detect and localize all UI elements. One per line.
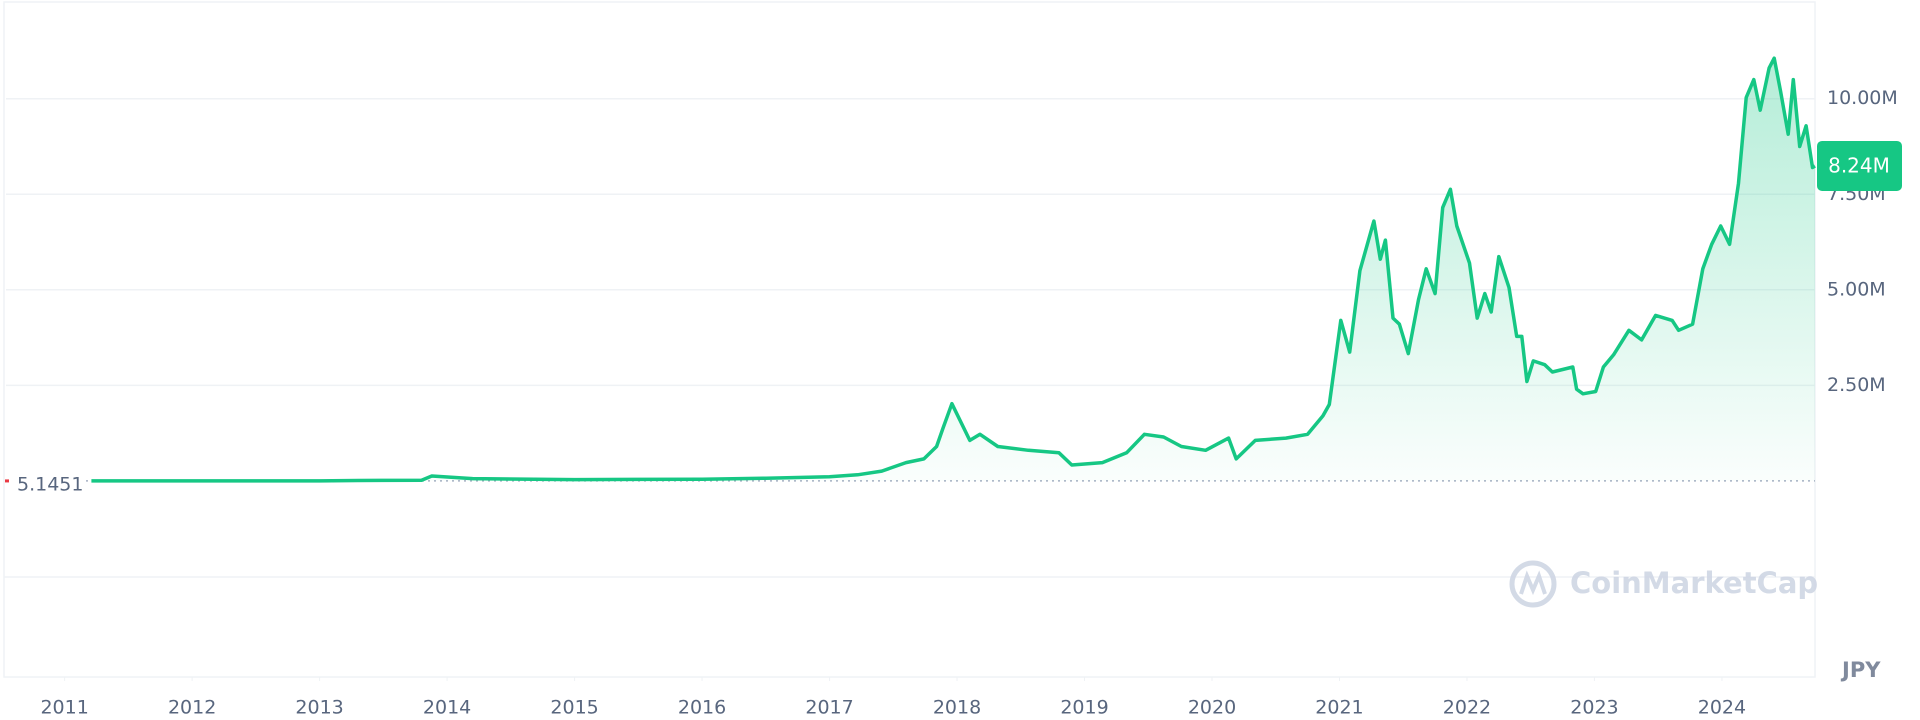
y-tick-label: 2.50M <box>1827 374 1886 396</box>
price-line <box>91 56 1816 483</box>
x-tick-label: 2017 <box>805 697 853 719</box>
x-tick-label: 2022 <box>1443 697 1491 719</box>
currency-label: JPY <box>1840 658 1881 682</box>
x-tick-label: 2019 <box>1060 697 1108 719</box>
x-tick-label: 2015 <box>550 697 598 719</box>
x-tick-label: 2012 <box>168 697 216 719</box>
x-tick-label: 2021 <box>1315 697 1363 719</box>
watermark-logo <box>1509 560 1557 608</box>
x-tick-label: 2023 <box>1570 697 1618 719</box>
last-price-badge <box>1817 140 1902 191</box>
y-tick-label: 10.00M <box>1827 87 1898 109</box>
y-tick-label: 5.00M <box>1827 278 1886 300</box>
baseline-marker <box>5 479 9 483</box>
last-price-label: 8.24M <box>1828 153 1890 177</box>
x-tick-label: 2016 <box>678 697 726 719</box>
x-tick-label: 2020 <box>1188 697 1236 719</box>
x-tick-label: 2014 <box>423 697 471 719</box>
x-tick-label: 2011 <box>40 697 88 719</box>
plot-frame <box>3 1 1816 678</box>
baseline-label: 5.1451 <box>17 473 83 495</box>
watermark: CoinMarketCap <box>1509 560 1818 608</box>
watermark-logo-m <box>1519 570 1547 596</box>
price-area <box>91 58 1815 481</box>
x-tick-label: 2024 <box>1698 697 1746 719</box>
watermark-text: CoinMarketCap <box>1570 566 1818 600</box>
x-tick-label: 2013 <box>295 697 343 719</box>
x-tick-label: 2018 <box>933 697 981 719</box>
